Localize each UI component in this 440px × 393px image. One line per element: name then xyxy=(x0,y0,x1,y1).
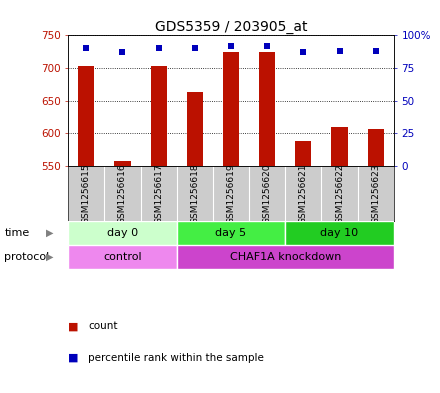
Text: ■: ■ xyxy=(68,353,79,363)
Bar xyxy=(68,245,177,269)
Text: count: count xyxy=(88,321,117,331)
Bar xyxy=(177,245,394,269)
Text: GSM1256618: GSM1256618 xyxy=(191,163,199,224)
Text: protocol: protocol xyxy=(4,252,50,262)
Bar xyxy=(114,161,131,166)
Bar xyxy=(177,221,285,245)
Bar xyxy=(295,141,312,166)
Text: GSM1256622: GSM1256622 xyxy=(335,163,344,224)
Bar xyxy=(259,52,275,166)
Bar xyxy=(187,92,203,166)
Bar xyxy=(223,52,239,166)
Text: ▶: ▶ xyxy=(46,252,54,262)
Text: GSM1256619: GSM1256619 xyxy=(227,163,235,224)
Text: GSM1256621: GSM1256621 xyxy=(299,163,308,224)
Bar xyxy=(285,221,394,245)
Bar xyxy=(78,66,95,166)
Text: control: control xyxy=(103,252,142,262)
Text: ▶: ▶ xyxy=(46,228,54,238)
Text: GSM1256615: GSM1256615 xyxy=(82,163,91,224)
Text: GSM1256616: GSM1256616 xyxy=(118,163,127,224)
Bar xyxy=(331,127,348,166)
Text: ■: ■ xyxy=(68,321,79,331)
Text: day 10: day 10 xyxy=(320,228,359,238)
Text: time: time xyxy=(4,228,29,238)
Text: percentile rank within the sample: percentile rank within the sample xyxy=(88,353,264,363)
Bar xyxy=(150,66,167,166)
Text: GSM1256623: GSM1256623 xyxy=(371,163,380,224)
Bar xyxy=(68,221,177,245)
Bar xyxy=(367,129,384,166)
Text: day 0: day 0 xyxy=(107,228,138,238)
Text: GSM1256620: GSM1256620 xyxy=(263,163,271,224)
Text: GSM1256617: GSM1256617 xyxy=(154,163,163,224)
Title: GDS5359 / 203905_at: GDS5359 / 203905_at xyxy=(155,20,307,34)
Text: day 5: day 5 xyxy=(216,228,246,238)
Text: CHAF1A knockdown: CHAF1A knockdown xyxy=(230,252,341,262)
